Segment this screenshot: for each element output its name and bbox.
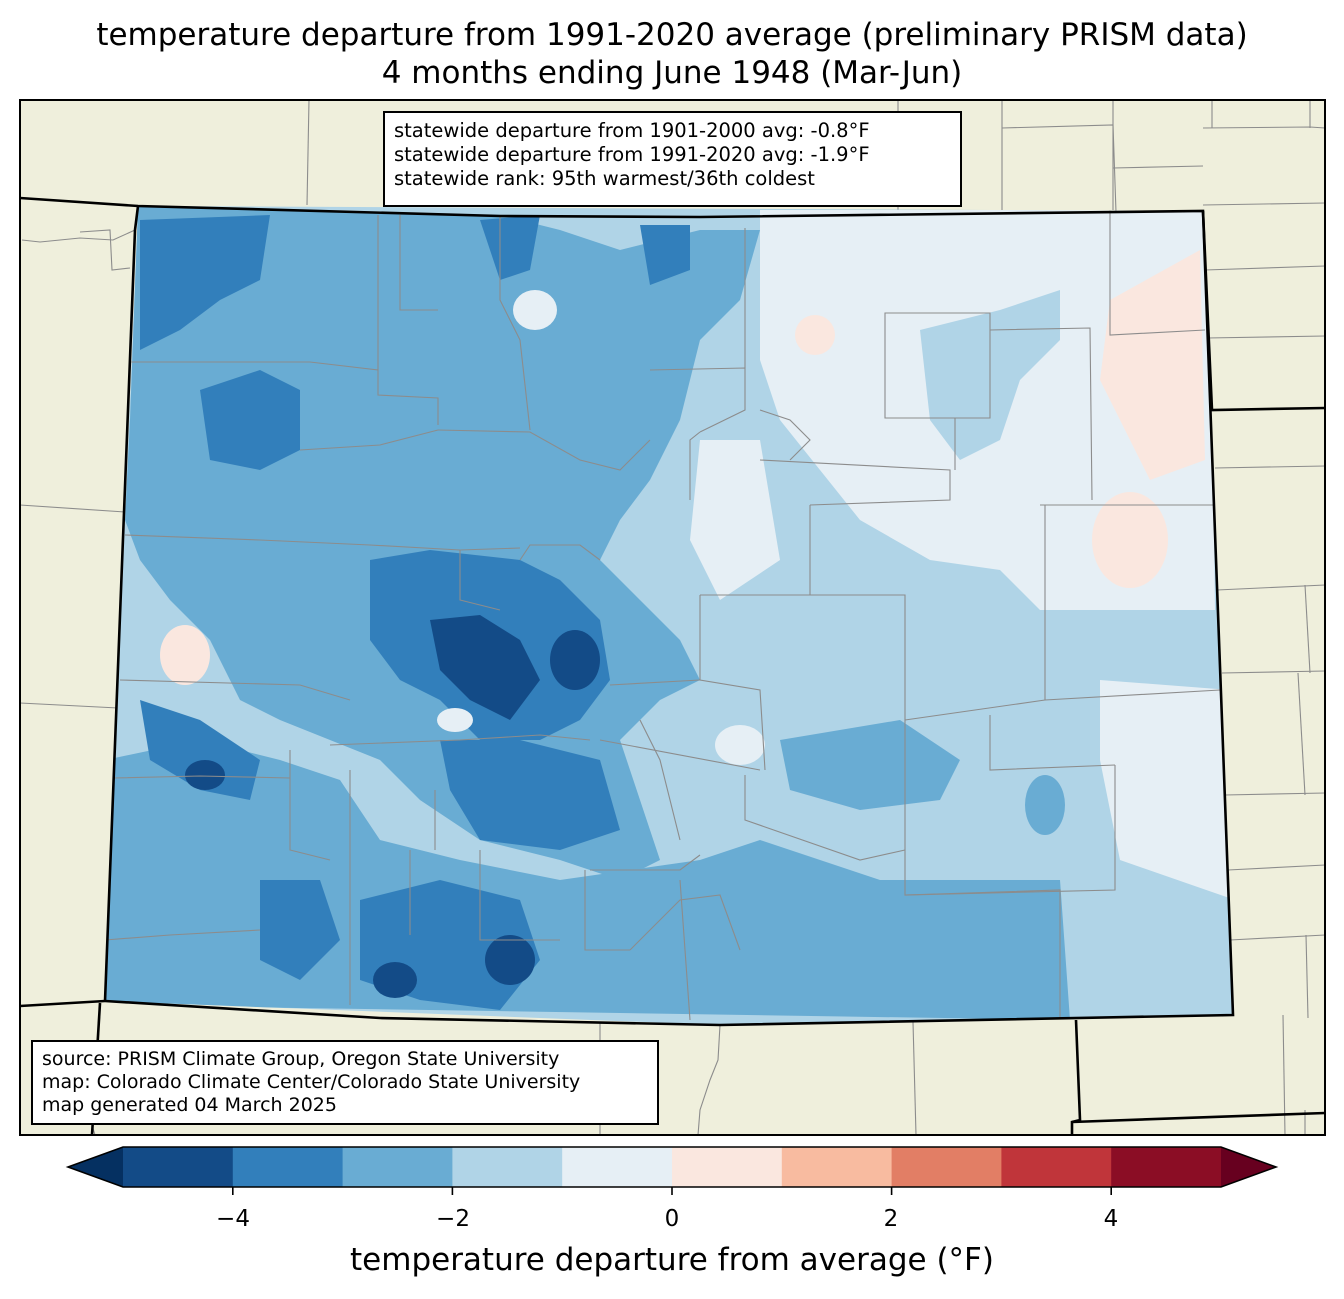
colorbar-bin bbox=[452, 1147, 563, 1187]
map-frame-border bbox=[19, 99, 1326, 1136]
colorbar-bin bbox=[123, 1147, 234, 1187]
statewide-stats-box: statewide departure from 1901-2000 avg: … bbox=[383, 111, 962, 207]
map-credit-line: map: Colorado Climate Center/Colorado St… bbox=[42, 1071, 581, 1093]
colorbar-tick-label: −2 bbox=[436, 1206, 470, 1232]
colorbar-tick-label: 0 bbox=[664, 1206, 680, 1232]
generated-date-line: map generated 04 March 2025 bbox=[42, 1094, 337, 1116]
source-credit-box: source: PRISM Climate Group, Oregon Stat… bbox=[31, 1040, 659, 1125]
county-lines bbox=[105, 210, 1221, 1021]
map-subtitle: 4 months ending June 1948 (Mar-Jun) bbox=[381, 55, 963, 91]
colorbar-tick-label: −4 bbox=[216, 1206, 250, 1232]
colorbar-outline bbox=[65, 1146, 1279, 1188]
stats-rank: statewide rank: 95th warmest/36th coldes… bbox=[394, 167, 815, 190]
colorbar-tick-label: 2 bbox=[883, 1206, 899, 1232]
colorbar-bin bbox=[672, 1147, 783, 1187]
stats-departure-1991-2020: statewide departure from 1991-2020 avg: … bbox=[394, 143, 870, 166]
colorbar-bin bbox=[1001, 1147, 1112, 1187]
source-line: source: PRISM Climate Group, Oregon Stat… bbox=[42, 1048, 560, 1070]
colorbar bbox=[65, 1146, 1279, 1195]
colorbar-label: temperature departure from average (°F) bbox=[350, 1242, 994, 1278]
colorbar-under-arrow bbox=[68, 1147, 123, 1187]
colorbar-tick-label: 4 bbox=[1103, 1206, 1119, 1232]
colorbar-bin bbox=[342, 1147, 453, 1187]
colorbar-over-arrow bbox=[1221, 1147, 1276, 1187]
colorado-temperature-field bbox=[105, 206, 1233, 1025]
colorbar-bin bbox=[232, 1147, 344, 1187]
stats-departure-1901-2000: statewide departure from 1901-2000 avg: … bbox=[394, 119, 870, 142]
map-title: temperature departure from 1991-2020 ave… bbox=[96, 17, 1248, 53]
colorbar-bin bbox=[562, 1147, 673, 1187]
colorbar-bin bbox=[781, 1147, 893, 1187]
colorbar-bin bbox=[1111, 1147, 1222, 1187]
colorbar-bin bbox=[891, 1147, 1002, 1187]
